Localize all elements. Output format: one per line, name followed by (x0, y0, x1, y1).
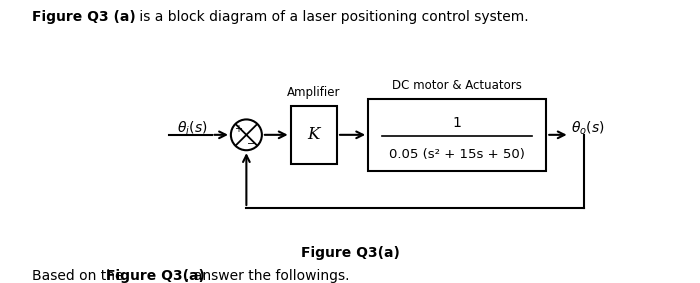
Text: +: + (234, 125, 242, 134)
Text: −: − (247, 140, 255, 149)
Text: , answer the followings.: , answer the followings. (185, 269, 349, 283)
Text: DC motor & Actuators: DC motor & Actuators (392, 80, 522, 93)
Text: Figure Q3(a): Figure Q3(a) (106, 269, 205, 283)
Bar (368, 99, 546, 171)
Text: $\theta_o(s)$: $\theta_o(s)$ (570, 120, 604, 137)
Text: Amplifier: Amplifier (287, 86, 340, 99)
Text: Figure Q3 (a): Figure Q3 (a) (32, 10, 135, 24)
Text: is a block diagram of a laser positioning control system.: is a block diagram of a laser positionin… (135, 10, 528, 24)
Text: $\theta_i(s)$: $\theta_i(s)$ (177, 120, 207, 137)
Text: 0.05 (s² + 15s + 50): 0.05 (s² + 15s + 50) (389, 147, 525, 160)
Text: Based on the: Based on the (32, 269, 127, 283)
Text: 1: 1 (453, 116, 461, 130)
Circle shape (231, 119, 262, 150)
Text: Figure Q3(a): Figure Q3(a) (300, 246, 400, 260)
Bar (290, 106, 337, 164)
Text: K: K (307, 126, 320, 143)
